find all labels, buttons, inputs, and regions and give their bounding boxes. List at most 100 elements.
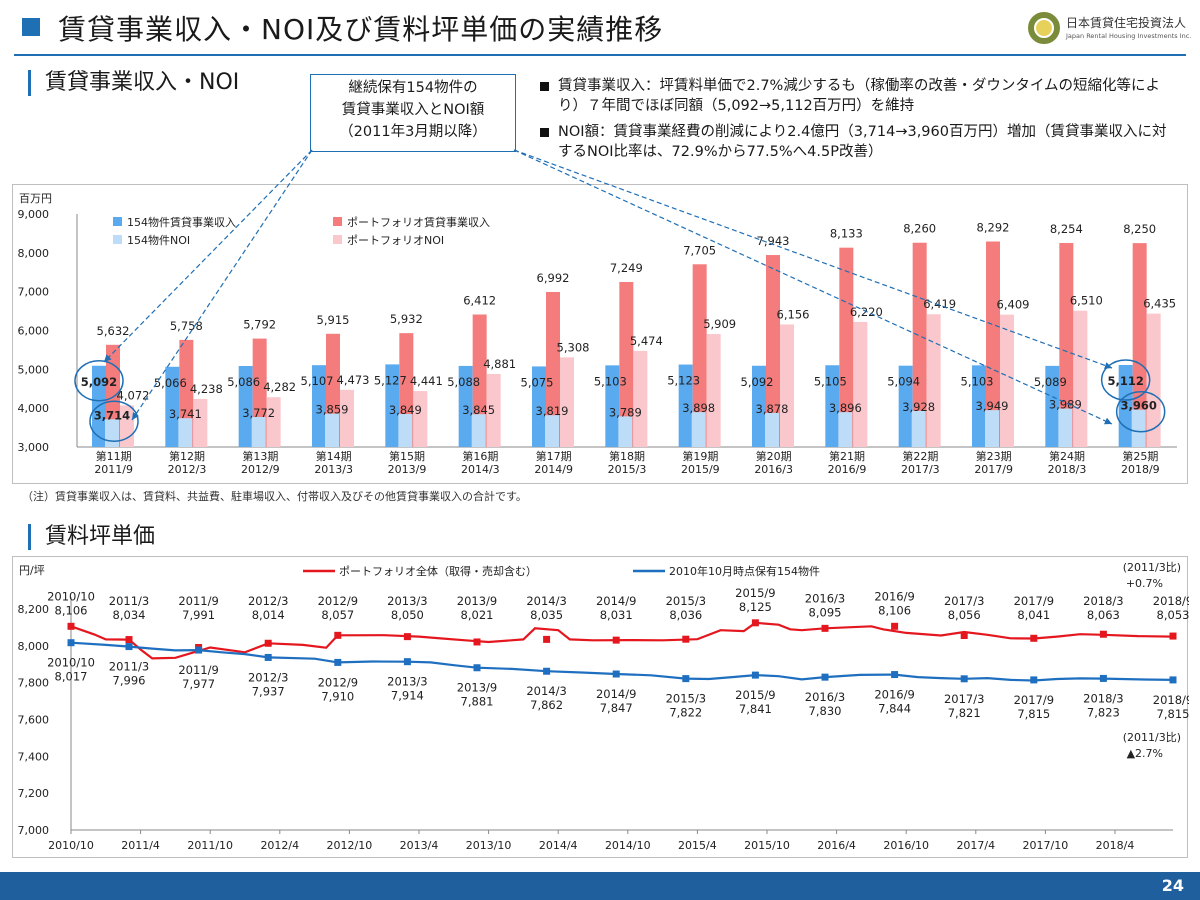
point-label-date: 2013/3 — [387, 594, 427, 608]
bar-portfolio-noi — [413, 391, 428, 447]
annotation-154-change: (2011/3比) — [1123, 731, 1181, 744]
legend-label-portfolio: ポートフォリオ全体（取得・売却含む） — [339, 564, 537, 578]
data-label-portfolio-revenue: 5,932 — [390, 312, 423, 326]
legend-label: ポートフォリオ賃貸事業収入 — [347, 215, 490, 229]
data-label-154-revenue: 5,103 — [594, 374, 627, 388]
point-label-date: 2016/3 — [805, 591, 845, 605]
data-label-portfolio-noi: 5,474 — [630, 334, 663, 348]
data-label-portfolio-noi: 5,308 — [557, 340, 590, 354]
legend-swatch — [113, 217, 122, 226]
bullet-noi: NOI額：賃貸事業経費の削減により2.4億円（3,714→3,960百万円）増加… — [538, 122, 1178, 162]
y-tick-label: 8,000 — [18, 640, 50, 653]
data-label-portfolio-noi: 6,156 — [777, 307, 810, 321]
point-label-value: 7,881 — [461, 695, 494, 709]
bar-portfolio-noi — [486, 373, 501, 447]
x-tick-label: 2017/4 — [956, 839, 995, 852]
x-tick-label-date: 2012/9 — [241, 463, 280, 476]
data-label-portfolio-noi: 6,409 — [997, 298, 1030, 312]
x-tick-label-period: 第15期 — [389, 449, 425, 463]
x-tick-label-period: 第11期 — [96, 449, 132, 463]
x-tick-label-date: 2011/9 — [94, 463, 133, 476]
bar-portfolio-noi — [340, 389, 354, 447]
x-tick-label-period: 第19期 — [682, 449, 718, 463]
data-marker — [473, 638, 481, 646]
x-tick-label: 2015/10 — [744, 839, 790, 852]
x-tick-label: 2015/4 — [678, 839, 717, 852]
point-label-date: 2018/9 — [1153, 594, 1189, 608]
data-marker — [960, 632, 968, 640]
bar-portfolio-noi — [266, 397, 281, 447]
point-label-value: 7,991 — [182, 608, 215, 622]
point-label-value: 8,035 — [530, 608, 563, 622]
point-label-date: 2011/9 — [178, 594, 218, 608]
y-axis-unit: 円/坪 — [19, 564, 45, 577]
data-marker — [751, 671, 759, 679]
company-logo: 日本賃貸住宅投資法人 Japan Rental Housing Investme… — [1020, 8, 1192, 48]
data-marker — [1169, 632, 1177, 640]
bar-portfolio-noi — [853, 321, 868, 447]
data-marker — [125, 643, 133, 651]
data-label-154-revenue: 5,075 — [521, 375, 554, 389]
data-label-154-revenue: 5,089 — [1034, 375, 1067, 389]
data-label-portfolio-revenue: 7,249 — [610, 261, 643, 275]
bar-154-revenue — [1118, 364, 1133, 447]
point-label-date: 2011/3 — [109, 660, 149, 674]
x-tick-label: 2016/10 — [883, 839, 929, 852]
x-tick-label-date: 2013/9 — [388, 463, 427, 476]
bar-154-noi — [838, 412, 853, 447]
point-label-date: 2013/3 — [387, 675, 427, 689]
data-label-154-noi: 3,989 — [1049, 398, 1082, 412]
x-tick-label: 2012/10 — [327, 839, 373, 852]
point-label-value: 7,910 — [321, 689, 354, 703]
point-label-date: 2014/3 — [526, 594, 566, 608]
data-label-154-revenue: 5,086 — [227, 375, 260, 389]
x-tick-label: 2013/10 — [466, 839, 512, 852]
data-label-154-revenue: 5,127 — [374, 373, 407, 387]
data-label-portfolio-revenue: 6,412 — [463, 294, 496, 308]
callout-line: 賃貸事業収入とNOI額 — [341, 102, 485, 118]
y-tick-label: 7,600 — [18, 714, 50, 727]
data-label-154-noi: 3,960 — [1120, 399, 1156, 413]
summary-bullets: 賃貸事業収入：坪賃料単価で2.7%減少するも（稼働率の改善・ダウンタイムの短縮化… — [538, 76, 1178, 168]
bar-154-noi — [325, 413, 339, 447]
point-label-date: 2011/3 — [109, 594, 149, 608]
x-tick-label-period: 第22期 — [902, 449, 938, 463]
point-label-value: 8,063 — [1087, 608, 1120, 622]
data-label-154-revenue: 5,092 — [81, 375, 117, 389]
point-label-date: 2014/9 — [596, 594, 636, 608]
point-label-date: 2015/9 — [735, 688, 775, 702]
data-marker — [195, 646, 203, 654]
series-line-154 — [70, 641, 1174, 682]
data-label-portfolio-noi: 6,510 — [1070, 294, 1103, 308]
y-tick-label: 6,000 — [18, 325, 50, 338]
data-label-154-revenue: 5,066 — [154, 376, 187, 390]
data-label-154-noi: 3,878 — [756, 402, 789, 416]
x-tick-label: 2018/4 — [1096, 839, 1135, 852]
point-label-date: 2012/9 — [318, 594, 358, 608]
bar-portfolio-noi — [560, 357, 574, 447]
x-tick-label-date: 2015/9 — [681, 463, 720, 476]
bar-154-noi — [765, 412, 779, 447]
data-label-154-noi: 3,928 — [902, 400, 935, 414]
point-label-date: 2017/3 — [944, 594, 984, 608]
logo-text-en: Japan Rental Housing Investments Inc. — [1066, 32, 1192, 40]
data-label-154-revenue: 5,123 — [667, 374, 700, 388]
annotation-154-pct: ▲2.7% — [1127, 747, 1163, 760]
section-title-rent-per-tsubo: 賃料坪単価 — [28, 524, 155, 550]
footer-bar: 24 — [0, 872, 1200, 900]
data-marker — [264, 653, 272, 661]
point-label-value: 7,914 — [391, 689, 424, 703]
bar-portfolio-noi — [780, 324, 794, 447]
point-label-date: 2013/9 — [457, 681, 497, 695]
data-label-portfolio-noi: 4,072 — [117, 388, 150, 402]
logo-text-ja: 日本賃貸住宅投資法人 — [1066, 16, 1187, 30]
data-label-154-noi: 3,896 — [829, 401, 862, 415]
point-label-value: 7,823 — [1087, 705, 1120, 719]
point-label-date: 2012/9 — [318, 675, 358, 689]
data-label-154-noi: 3,845 — [462, 403, 495, 417]
point-label-date: 2012/3 — [248, 594, 288, 608]
y-tick-label: 9,000 — [18, 208, 50, 221]
data-label-portfolio-revenue: 5,792 — [243, 318, 276, 332]
bar-154-noi — [1131, 409, 1146, 447]
legend-label: 154物件賃貸事業収入 — [127, 215, 236, 229]
